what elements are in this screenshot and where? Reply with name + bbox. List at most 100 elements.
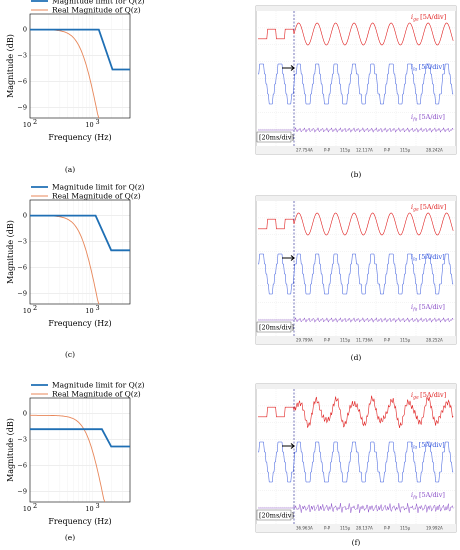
trace-ch3 — [258, 502, 454, 514]
scope-top-bar — [256, 6, 456, 11]
trace-ch3 — [258, 316, 454, 324]
real-magnitude-line — [30, 215, 100, 305]
trace-ch1 — [258, 22, 454, 46]
x-tick-exponent: 2 — [33, 502, 37, 510]
arrow-icon — [282, 65, 295, 71]
scope-measurement: 115μ — [340, 148, 351, 153]
y-axis-label: Magnitude (dB) — [6, 220, 15, 284]
y-tick-label: 0 — [23, 410, 27, 418]
caption: (c) — [65, 350, 75, 359]
channel1-label: iga [5A/div] — [411, 391, 446, 401]
scope-measurement: P-P — [384, 338, 391, 343]
channel1-label: iga [5A/div] — [411, 13, 446, 23]
scope-measurement: P-P — [324, 148, 331, 153]
scope-measurement: 28.242A — [426, 148, 443, 153]
plot-frame — [29, 199, 131, 305]
y-tick-label: 0 — [23, 26, 27, 34]
caption: (f) — [352, 538, 361, 547]
trace-ch3 — [258, 126, 454, 134]
y-axis-label: Magnitude (dB) — [6, 418, 15, 482]
x-tick-label: 10 — [85, 505, 93, 513]
trace-ch1 — [258, 212, 454, 236]
real-magnitude-line — [30, 414, 106, 503]
magnitude-limit-line — [30, 28, 130, 71]
y-tick-label: −6 — [17, 264, 27, 272]
y-tick-label: −6 — [17, 462, 27, 470]
scope-status-bar — [256, 524, 456, 532]
timebase-label: [20ms/div] — [259, 324, 294, 332]
legend-label-blue: Magnitude limit for Q(z) — [52, 0, 145, 6]
scope-capture-d: iga [5A/div] ila [5A/div] ifa [5A/div] [20ms/d… — [255, 195, 457, 362]
x-axis-label: Frequency (Hz) — [48, 133, 111, 142]
y-tick-label: −6 — [17, 78, 27, 86]
scope-capture-b: iga [5A/div] ila [5A/div] ifa [5A/div] [20ms/d… — [255, 5, 457, 179]
timebase-box — [256, 509, 292, 521]
scope-status-bar — [256, 336, 456, 344]
timebase-label: [20ms/div] — [259, 512, 294, 520]
scope-measurement: 11.736A — [356, 338, 373, 343]
x-tick-exponent: 3 — [96, 304, 100, 312]
y-tick-label: −9 — [17, 104, 27, 112]
channel3-label: ifa [5A/div] — [411, 491, 445, 501]
x-tick-label: 10 — [23, 121, 31, 129]
plot-frame — [29, 13, 131, 119]
plot-frame — [29, 397, 131, 503]
trace-ch2 — [258, 253, 454, 295]
caption: (e) — [65, 533, 75, 542]
scope-measurement: 29.799A — [296, 338, 313, 343]
x-tick-label: 10 — [85, 307, 93, 315]
trace-ch2 — [258, 441, 454, 483]
channel2-label: ila [5A/div] — [411, 253, 445, 263]
channel2-label: ila [5A/div] — [411, 63, 445, 73]
y-tick-label: −3 — [17, 436, 27, 444]
arrow-icon — [282, 255, 295, 261]
x-tick-exponent: 2 — [33, 304, 37, 312]
scope-measurement: 27.754A — [296, 148, 313, 153]
y-tick-label: −3 — [17, 52, 27, 60]
scope-top-bar — [256, 196, 456, 201]
scope-measurement: P-P — [324, 338, 331, 343]
legend-label-blue: Magnitude limit for Q(z) — [52, 381, 145, 390]
scope-capture-f: iga [5A/div] ila [5A/div] ifa [5A/div] [20ms/d… — [255, 383, 457, 547]
caption: (d) — [351, 353, 362, 362]
trace-ch1 — [258, 395, 454, 428]
x-tick-label: 10 — [23, 307, 31, 315]
scope-measurement: P-P — [324, 526, 331, 531]
magnitude-limit-line — [30, 428, 130, 448]
channel3-label: ifa [5A/div] — [411, 113, 445, 123]
x-axis-label: Frequency (Hz) — [48, 517, 111, 526]
y-tick-label: 0 — [23, 212, 27, 220]
scope-measurement: 28.137A — [356, 526, 373, 531]
timebase-box — [256, 321, 292, 333]
scope-measurement: 115μ — [400, 526, 411, 531]
magnitude-limit-line — [30, 214, 130, 252]
x-tick-label: 10 — [85, 121, 93, 129]
x-tick-exponent: 3 — [96, 502, 100, 510]
x-axis-label: Frequency (Hz) — [48, 319, 111, 328]
channel1-label: iga [5A/div] — [411, 203, 446, 213]
real-magnitude-line — [30, 29, 100, 119]
trace-ch2 — [258, 63, 454, 105]
arrow-icon — [282, 443, 295, 449]
scope-measurement: 36.963A — [296, 526, 313, 531]
legend-label-orange: Real Magnitude of Q(z) — [52, 6, 141, 15]
y-tick-label: −3 — [17, 238, 27, 246]
x-tick-exponent: 2 — [33, 118, 37, 126]
legend-label-orange: Real Magnitude of Q(z) — [52, 192, 141, 201]
scope-measurement: P-P — [384, 526, 391, 531]
x-tick-label: 10 — [23, 505, 31, 513]
caption: (b) — [351, 170, 362, 179]
channel2-label: ila [5A/div] — [411, 441, 445, 451]
legend-label-blue: Magnitude limit for Q(z) — [52, 183, 145, 192]
scope-measurement: 115μ — [400, 148, 411, 153]
scope-measurement: 115μ — [400, 338, 411, 343]
scope-measurement: 12.117A — [356, 148, 373, 153]
legend-label-orange: Real Magnitude of Q(z) — [52, 390, 141, 399]
caption: (a) — [65, 165, 75, 174]
x-tick-exponent: 3 — [96, 118, 100, 126]
y-axis-label: Magnitude (dB) — [6, 34, 15, 98]
